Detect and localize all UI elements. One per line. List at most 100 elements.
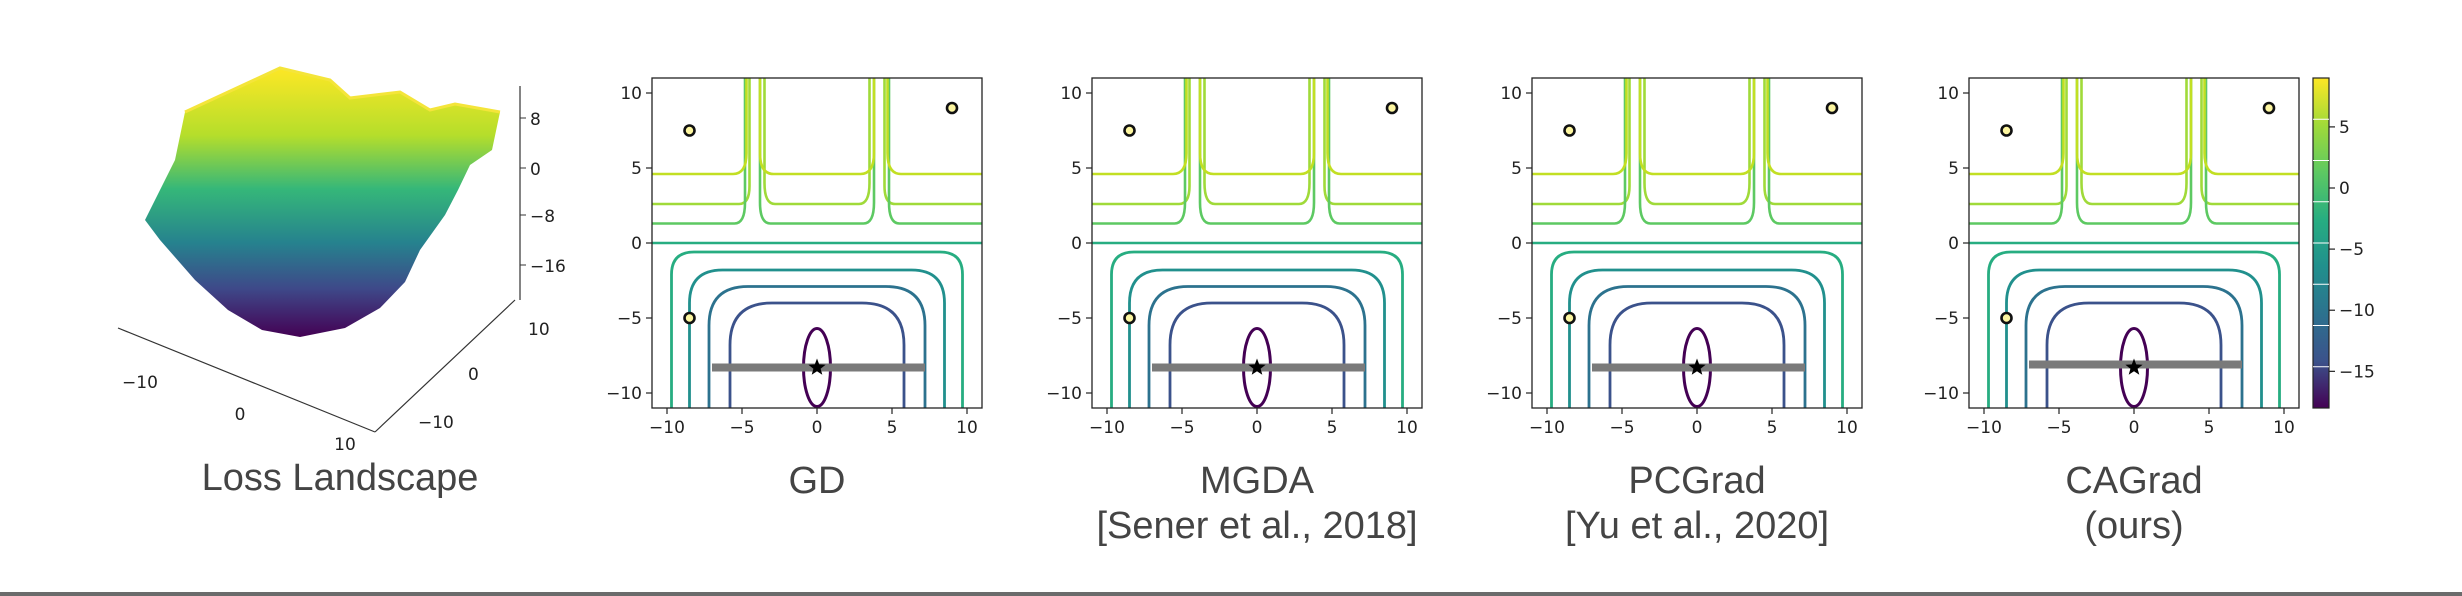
landscape-x-tick: 10 — [334, 435, 356, 455]
colorbar-tick-label: −10 — [2339, 301, 2375, 321]
x-tick-label: 5 — [1327, 418, 1338, 438]
y-tick-label: 10 — [1060, 84, 1082, 104]
contour-panel: −10 −5 0 5 10 −10 −5 0 5 10 CAGrad(ours) — [1923, 77, 2300, 547]
x-tick-label: −10 — [1966, 418, 2002, 438]
contour-level — [652, 78, 982, 206]
y-tick-label: −10 — [1046, 384, 1082, 404]
contour-level — [1608, 301, 1786, 408]
contour-level — [652, 78, 982, 225]
contour-lines — [1532, 78, 1862, 408]
contour-level — [1969, 78, 2299, 176]
x-tick-label: 10 — [1396, 418, 1418, 438]
panel-caption: [Yu et al., 2020] — [1565, 505, 1829, 547]
panel-caption: [Sener et al., 2018] — [1096, 505, 1417, 547]
colorbar-tick-label: −5 — [2339, 240, 2364, 260]
x-tick-label: −10 — [649, 418, 685, 438]
optimum-star — [808, 358, 826, 375]
start-point — [1385, 101, 1399, 115]
contour-panel: −10 −5 0 5 10 −10 −5 0 5 10 PCGrad[Yu et al., 2020… — [1486, 77, 1863, 547]
optimum-star — [1688, 358, 1706, 375]
x-tick-label: 10 — [956, 418, 978, 438]
panel-caption: CAGrad — [2065, 460, 2202, 502]
contour-level — [670, 250, 964, 408]
optimum-star — [1248, 358, 1266, 375]
colorbar: 5 0 −5 −10 −15 — [2312, 77, 2375, 409]
start-point — [1563, 311, 1576, 325]
y-tick-label: 0 — [1511, 234, 1522, 254]
start-point — [2262, 101, 2276, 115]
contour-lines — [652, 78, 982, 408]
y-tick-label: 10 — [1500, 84, 1522, 104]
landscape-ridge — [184, 66, 501, 114]
x-tick-label: 0 — [2129, 418, 2140, 438]
start-point — [1563, 124, 1576, 137]
contour-level — [1168, 301, 1346, 408]
contour-level — [1092, 78, 1422, 176]
contour-level — [2024, 285, 2244, 408]
landscape-x-tick: −10 — [122, 373, 158, 393]
contour-panel: −10 −5 0 5 10 −10 −5 0 5 10 MGDA[Sener et al., 201… — [1046, 77, 1423, 547]
contour-level — [1987, 250, 2281, 408]
y-tick-label: 0 — [631, 234, 642, 254]
y-tick-label: 0 — [1071, 234, 1082, 254]
panel-caption: MGDA — [1200, 460, 1315, 502]
x-tick-label: −5 — [1169, 418, 1194, 438]
colorbar-tick-label: 0 — [2339, 179, 2350, 199]
landscape-caption: Loss Landscape — [202, 457, 479, 499]
y-tick-label: −10 — [1923, 384, 1959, 404]
contour-level — [1532, 78, 1862, 225]
landscape-z-tick: 0 — [530, 160, 541, 180]
bottom-divider — [0, 592, 2462, 596]
y-tick-label: −5 — [1934, 309, 1959, 329]
landscape-z-tick: −8 — [530, 207, 555, 227]
contour-level — [1092, 78, 1422, 206]
panel-caption: PCGrad — [1628, 460, 1765, 502]
start-point — [1123, 124, 1136, 137]
landscape-y-axis — [374, 299, 516, 433]
contour-level — [1587, 285, 1807, 408]
x-tick-label: 0 — [812, 418, 823, 438]
contour-level — [1550, 250, 1844, 408]
panel-caption: (ours) — [2084, 505, 2183, 547]
x-tick-label: −10 — [1089, 418, 1125, 438]
panel-caption: GD — [789, 460, 846, 502]
contour-level — [2045, 301, 2223, 408]
x-tick-label: −5 — [729, 418, 754, 438]
contour-panel: −10 −5 0 5 10 −10 −5 0 5 10 GD — [606, 77, 983, 502]
landscape-x-tick: 0 — [235, 405, 246, 425]
y-tick-label: 5 — [631, 159, 642, 179]
contour-level — [1110, 250, 1404, 408]
start-point — [2000, 124, 2013, 137]
contour-level — [1969, 78, 2299, 225]
y-tick-label: −5 — [1057, 309, 1082, 329]
contour-level — [652, 78, 982, 176]
contour-level — [1092, 78, 1422, 225]
contour-lines — [1092, 78, 1422, 408]
y-tick-label: 5 — [1511, 159, 1522, 179]
x-tick-label: −10 — [1529, 418, 1565, 438]
start-point — [683, 311, 696, 325]
x-tick-label: 5 — [887, 418, 898, 438]
x-tick-label: 5 — [1767, 418, 1778, 438]
y-tick-label: −5 — [617, 309, 642, 329]
y-tick-label: −10 — [1486, 384, 1522, 404]
x-tick-label: 0 — [1252, 418, 1263, 438]
colorbar-tick-label: 5 — [2339, 118, 2350, 138]
contour-level — [1532, 78, 1862, 176]
y-tick-label: 10 — [620, 84, 642, 104]
x-tick-label: 0 — [1692, 418, 1703, 438]
start-point — [2000, 311, 2013, 325]
y-tick-label: 5 — [1071, 159, 1082, 179]
contour-level — [2005, 268, 2263, 408]
colorbar-tick-label: −15 — [2339, 362, 2375, 382]
landscape-z-tick: 8 — [530, 110, 541, 130]
x-tick-label: 10 — [1836, 418, 1858, 438]
landscape-y-tick: 0 — [468, 365, 479, 385]
loss-landscape-3d: 8 0 −8 −16 −10 0 10 10 0 −10 Loss Landscape — [117, 66, 566, 499]
start-point — [1825, 101, 1839, 115]
x-tick-label: −5 — [2046, 418, 2071, 438]
y-tick-label: −5 — [1497, 309, 1522, 329]
contour-level — [1568, 268, 1826, 408]
y-tick-label: −10 — [606, 384, 642, 404]
